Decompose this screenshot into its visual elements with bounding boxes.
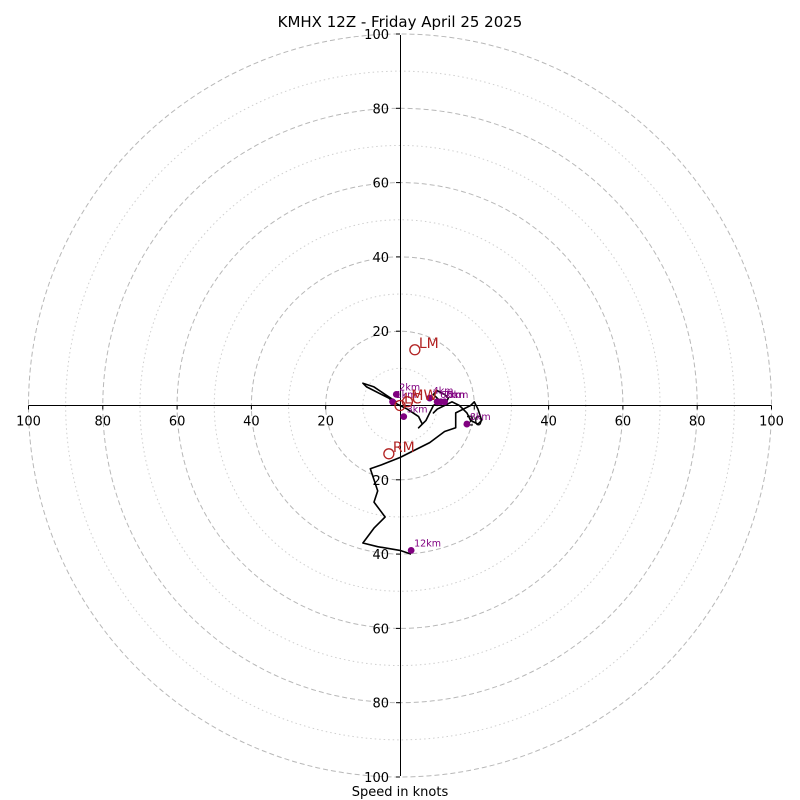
height-point-label: 4km: [433, 386, 454, 397]
height-point-label: 7km: [444, 390, 465, 401]
height-point-label: 3km: [407, 405, 428, 416]
y-tick-label: 100: [364, 771, 389, 786]
y-tick-label: 60: [372, 622, 389, 637]
motion-marker-label: LC: [404, 392, 422, 408]
y-tick-label: 80: [372, 697, 389, 712]
height-point: [463, 420, 471, 428]
y-tick-label: 60: [372, 177, 389, 192]
motion-marker-label: MW: [411, 388, 437, 404]
y-tick-label: 40: [372, 548, 389, 563]
hodograph-trace: [362, 382, 483, 555]
height-point: [400, 413, 408, 421]
axis-ticks: 2020202040404040606060608080808010010010…: [16, 28, 784, 786]
motion-marker: [383, 448, 395, 460]
motion-marker: [394, 399, 406, 412]
height-point: [392, 390, 400, 398]
y-tick-label: 100: [364, 28, 389, 43]
x-tick-label: 40: [540, 415, 557, 430]
height-point-label: 1km: [396, 390, 417, 401]
x-tick-label: 80: [689, 415, 706, 430]
height-point-label: 12km: [414, 538, 441, 549]
x-tick-label: 60: [169, 415, 186, 430]
y-tick-label: 20: [372, 325, 389, 340]
height-point: [407, 546, 415, 554]
x-tick-label: 40: [243, 415, 260, 430]
x-tick-label: 100: [16, 415, 41, 430]
height-point-label: 6km: [440, 390, 461, 401]
y-tick-label: 80: [372, 102, 389, 117]
x-tick-label: 60: [615, 415, 632, 430]
height-point-label: 8km: [470, 412, 491, 423]
height-point-label: 2km: [399, 382, 420, 393]
motion-marker-label: RM: [393, 440, 415, 456]
x-tick-label: 80: [95, 415, 112, 430]
x-tick-label: 20: [317, 415, 334, 430]
height-point: [437, 398, 445, 406]
motion-marker-label: LM: [419, 336, 439, 352]
x-axis-label: Speed in knots: [352, 785, 449, 800]
height-point: [389, 398, 396, 406]
chart-title: KMHX 12Z - Friday April 25 2025: [278, 13, 523, 31]
x-tick-label: 100: [759, 415, 784, 430]
height-point-label: 5km: [448, 390, 469, 401]
motion-marker: [409, 344, 421, 356]
height-point: [426, 394, 434, 402]
y-tick-label: 40: [372, 251, 389, 266]
hodograph-line: [362, 382, 483, 555]
